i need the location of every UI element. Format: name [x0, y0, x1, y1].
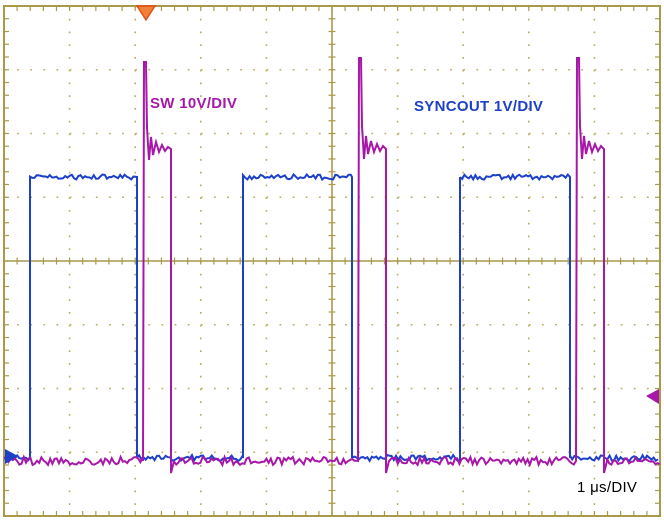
graticule-border [3, 5, 661, 517]
syncout-channel-label: SYNCOUT 1V/DIV [414, 98, 544, 115]
syncout-ground-marker [5, 449, 18, 464]
timebase-label: 1 μs/DIV [577, 479, 638, 496]
trace-sw [3, 57, 661, 474]
sw-channel-label: SW 10V/DIV [150, 95, 238, 112]
sw-level-marker [646, 389, 659, 404]
trace-syncout [3, 172, 659, 463]
trigger-marker [135, 5, 157, 22]
